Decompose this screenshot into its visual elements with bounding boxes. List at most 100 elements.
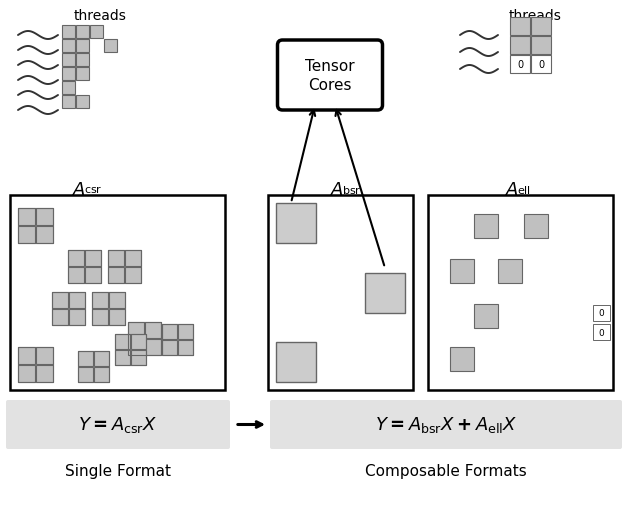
Bar	[18, 347, 35, 364]
Bar	[365, 274, 405, 314]
Bar	[474, 304, 498, 328]
Bar	[428, 195, 613, 390]
Bar	[62, 82, 75, 95]
Bar	[52, 292, 85, 325]
Bar	[510, 56, 530, 74]
Bar	[62, 68, 75, 81]
Bar	[62, 54, 75, 67]
Bar	[109, 310, 125, 325]
Text: $\mathbf{\mathit{Y}=\mathit{A}_{\rm bsr}\mathit{X}+\mathit{A}_{\rm ell}\mathit{X: $\mathbf{\mathit{Y}=\mathit{A}_{\rm bsr}…	[375, 415, 517, 435]
Bar	[52, 310, 68, 325]
Bar	[78, 367, 93, 382]
Bar	[76, 96, 89, 109]
Bar	[36, 227, 53, 243]
Bar	[450, 347, 474, 371]
Bar	[62, 96, 75, 109]
Bar	[76, 26, 89, 39]
Bar	[76, 68, 89, 81]
Bar	[69, 292, 85, 309]
Text: $\mathit{A}$: $\mathit{A}$	[505, 181, 519, 198]
Bar	[108, 268, 124, 283]
Text: $\mathrm{bsr}$: $\mathrm{bsr}$	[342, 184, 362, 195]
Text: threads: threads	[73, 9, 126, 23]
Bar	[115, 334, 130, 349]
Bar	[531, 18, 551, 36]
Bar	[68, 250, 84, 267]
Bar	[524, 215, 548, 238]
Bar	[76, 40, 89, 53]
Bar	[92, 292, 125, 325]
Bar	[18, 209, 35, 226]
Bar	[178, 340, 193, 356]
Bar	[510, 18, 530, 36]
Bar	[68, 250, 101, 283]
FancyBboxPatch shape	[6, 400, 230, 449]
Bar	[593, 324, 610, 340]
Bar	[115, 334, 146, 365]
Bar	[36, 347, 53, 364]
Bar	[128, 339, 144, 356]
Bar	[18, 347, 53, 382]
Bar	[178, 324, 193, 339]
Bar	[85, 250, 101, 267]
Text: Tensor
Cores: Tensor Cores	[305, 59, 355, 92]
Bar	[531, 56, 551, 74]
Bar	[62, 26, 75, 39]
Bar	[128, 322, 144, 338]
Bar	[94, 367, 109, 382]
Text: $\mathrm{csr}$: $\mathrm{csr}$	[84, 184, 102, 194]
Bar	[36, 365, 53, 382]
Bar	[76, 54, 89, 67]
Bar	[276, 342, 316, 382]
Bar	[78, 351, 109, 382]
Bar	[162, 340, 177, 356]
Bar	[68, 268, 84, 283]
Bar	[92, 292, 108, 309]
Text: 0: 0	[517, 60, 523, 70]
Bar	[36, 209, 53, 226]
Bar	[115, 350, 130, 365]
Bar	[145, 339, 161, 356]
Text: Composable Formats: Composable Formats	[365, 463, 527, 478]
Bar	[531, 37, 551, 55]
FancyBboxPatch shape	[278, 41, 382, 111]
Bar	[62, 40, 75, 53]
Text: $\mathrm{ell}$: $\mathrm{ell}$	[517, 184, 531, 195]
Bar	[131, 334, 146, 349]
Bar	[108, 250, 124, 267]
Bar	[593, 306, 610, 321]
Bar	[162, 324, 193, 356]
Text: 0: 0	[538, 60, 544, 70]
Bar	[69, 310, 85, 325]
Bar	[85, 268, 101, 283]
Bar	[268, 195, 413, 390]
Bar	[90, 26, 103, 39]
Bar	[131, 350, 146, 365]
Bar	[145, 322, 161, 338]
Bar	[276, 204, 316, 243]
Text: $\mathit{A}$: $\mathit{A}$	[330, 181, 344, 198]
Bar	[125, 250, 141, 267]
Bar	[474, 215, 498, 238]
Bar	[109, 292, 125, 309]
Bar	[18, 209, 53, 243]
Text: Single Format: Single Format	[65, 463, 171, 478]
Text: $\mathbf{\mathit{Y}=\mathit{A}_{\rm csr}\mathit{X}}$: $\mathbf{\mathit{Y}=\mathit{A}_{\rm csr}…	[78, 415, 158, 435]
Text: 0: 0	[598, 328, 604, 337]
Text: 0: 0	[598, 309, 604, 318]
Bar	[10, 195, 225, 390]
FancyBboxPatch shape	[270, 400, 622, 449]
Bar	[94, 351, 109, 366]
Text: $\mathit{A}$: $\mathit{A}$	[72, 181, 86, 198]
Bar	[78, 351, 93, 366]
Bar	[104, 40, 117, 53]
Bar	[510, 37, 530, 55]
Bar	[52, 292, 68, 309]
Bar	[450, 259, 474, 283]
Bar	[498, 259, 522, 283]
Bar	[18, 365, 35, 382]
Bar	[125, 268, 141, 283]
Bar	[18, 227, 35, 243]
Bar	[108, 250, 141, 283]
Bar	[162, 324, 177, 339]
